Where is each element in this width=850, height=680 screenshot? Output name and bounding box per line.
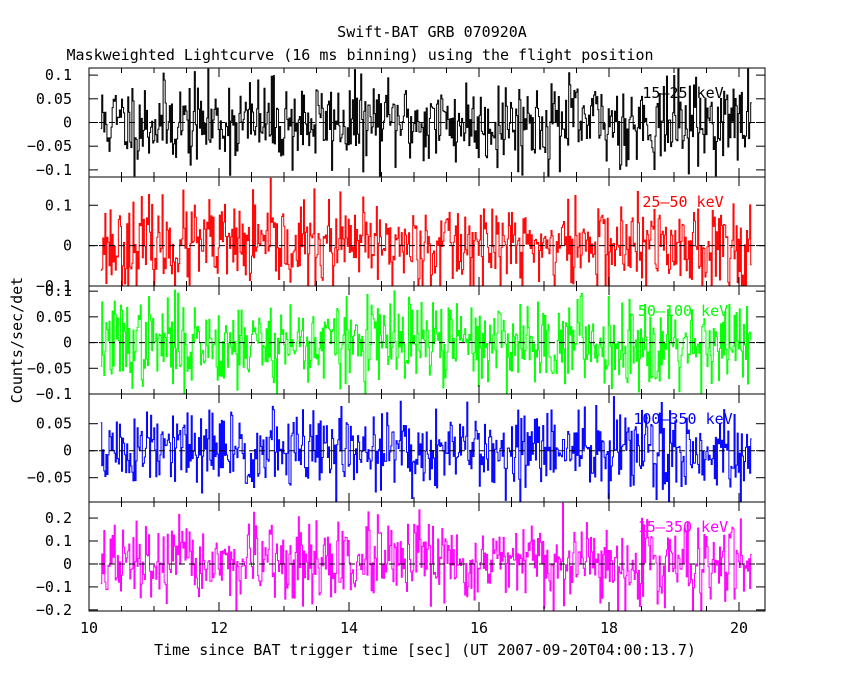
y-tick-label: 0.05	[36, 415, 72, 433]
y-tick-label: −0.05	[27, 137, 72, 155]
figure-subtitle: Maskweighted Lightcurve (16 ms binning) …	[67, 46, 654, 64]
series-line	[100, 289, 752, 394]
series-line	[100, 396, 752, 502]
series-label: 25–50 keV	[642, 193, 723, 211]
y-tick-label: 0	[63, 442, 72, 460]
panel-4: 15–350 keV −0.2 −0.1 0 0.1 0.2	[36, 501, 766, 619]
y-tick-label: −0.1	[36, 385, 72, 403]
y-tick-label: 0	[63, 114, 72, 132]
panel-3: 100–350 keV −0.05 0 0.05	[27, 393, 766, 503]
y-tick-label: 0	[63, 237, 72, 255]
x-tick-label: 18	[600, 619, 618, 637]
x-axis-ticks: 10 12 14 16 18 20	[80, 619, 748, 637]
series-label: 50–100 keV	[638, 302, 728, 320]
series-label: 15–25 keV	[642, 84, 723, 102]
y-tick-label: 0	[63, 334, 72, 352]
panel-1: 25–50 keV −0.1 0 0.1	[36, 176, 766, 295]
panel-0: 15–25 keV −0.1 −0.05 0 0.05 0.1	[27, 66, 766, 179]
figure-title: Swift-BAT GRB 070920A	[337, 23, 527, 41]
y-tick-label: −0.2	[36, 601, 72, 619]
y-tick-label: −0.1	[36, 277, 72, 295]
series-line	[100, 502, 752, 611]
y-tick-label: −0.1	[36, 578, 72, 596]
y-tick-label: 0.1	[45, 532, 72, 550]
y-tick-label: 0.05	[36, 308, 72, 326]
series-line	[100, 68, 752, 177]
y-tick-label: 0.2	[45, 509, 72, 527]
x-tick-label: 10	[80, 619, 98, 637]
series-label: 100–350 keV	[633, 410, 732, 428]
y-tick-label: 0.1	[45, 66, 72, 84]
x-tick-label: 20	[730, 619, 748, 637]
series-line	[100, 177, 752, 286]
y-tick-label: 0.05	[36, 90, 72, 108]
y-tick-label: 0	[63, 555, 72, 573]
x-tick-label: 12	[210, 619, 228, 637]
y-tick-label: −0.05	[27, 469, 72, 487]
y-tick-label: −0.1	[36, 161, 72, 179]
panel-frame	[88, 501, 766, 612]
series-label: 15–350 keV	[638, 518, 728, 536]
y-tick-label: 0.1	[45, 282, 72, 300]
x-axis-label: Time since BAT trigger time [sec] (UT 20…	[154, 641, 696, 659]
y-tick-label: −0.05	[27, 359, 72, 377]
x-tick-label: 16	[470, 619, 488, 637]
y-axis-label: Counts/sec/det	[8, 277, 26, 403]
y-tick-label: 0.1	[45, 196, 72, 214]
x-tick-label: 14	[340, 619, 358, 637]
panel-2: 50–100 keV −0.1 −0.05 0 0.05 0.1	[27, 282, 766, 403]
